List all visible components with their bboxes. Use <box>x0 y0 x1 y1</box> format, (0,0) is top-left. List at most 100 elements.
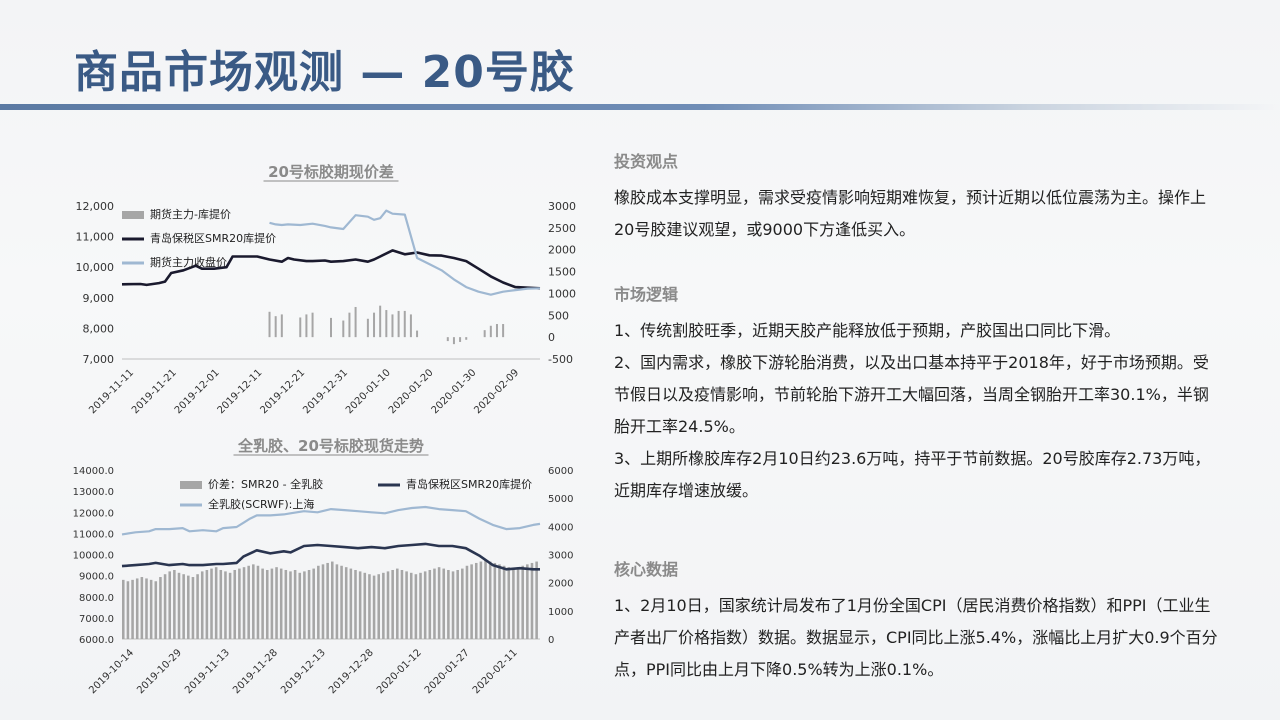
spread-bar <box>331 561 334 639</box>
right-axis-tick: 6000 <box>548 466 573 477</box>
spread-bar <box>526 564 529 639</box>
left-axis-tick: 10000.0 <box>73 551 114 562</box>
left-axis-tick: 11000.0 <box>73 529 114 540</box>
right-axis-tick: 0 <box>548 635 554 646</box>
legend-swatch <box>180 481 202 489</box>
spread-bar <box>461 568 464 639</box>
left-axis-tick: 10,000 <box>76 261 115 274</box>
x-axis-tick: 2019-11-28 <box>231 647 280 696</box>
section-paragraph: 3、上期所橡胶库存2月10日约23.6万吨，持平于节前数据。20号胶库存2.73… <box>614 449 1211 500</box>
spread-bar <box>224 571 227 639</box>
right-axis-tick: -500 <box>548 353 573 366</box>
spread-bar <box>483 330 486 338</box>
spread-bar <box>210 568 213 639</box>
right-axis-tick: 3000 <box>548 200 576 213</box>
spread-bar <box>312 568 315 639</box>
spread-bar <box>344 567 348 639</box>
spread-bar <box>335 564 339 639</box>
spread-bar <box>149 579 153 639</box>
spread-bar <box>446 337 449 342</box>
spread-bar <box>182 574 185 639</box>
left-axis-tick: 8000.0 <box>79 593 114 604</box>
spread-bar <box>252 564 255 639</box>
spread-bar <box>205 569 209 639</box>
spread-bar <box>433 568 436 639</box>
series-line <box>121 249 541 290</box>
section-investment-view: 投资观点 橡胶成本支撑明显，需求受疫情影响短期难恢复，预计近期以低位震荡为主。操… <box>614 148 1224 246</box>
x-axis-tick: 2019-11-21 <box>130 367 179 416</box>
spread-bar <box>535 561 538 639</box>
right-axis-tick: 3000 <box>548 551 573 562</box>
spread-bar <box>377 574 380 639</box>
spread-bar <box>122 579 125 639</box>
spread-bar <box>191 577 195 639</box>
spread-bar <box>275 567 278 639</box>
right-axis-tick: 1000 <box>548 287 576 300</box>
x-axis-tick: 2019-12-21 <box>258 367 307 416</box>
x-axis-tick: 2019-11-13 <box>183 647 232 696</box>
section-paragraph: 2、国内需求，橡胶下游轮胎消费，以及出口基本持平于2018年，好于市场预期。受节… <box>614 353 1209 436</box>
spread-bar <box>256 565 260 639</box>
spread-chart: 20号标胶期现价差 12,000 11,000 10,000 9,000 8,000 7,0… <box>76 163 577 416</box>
spread-bar <box>373 312 376 338</box>
spread-bar <box>238 568 241 639</box>
spread-bar <box>470 564 473 639</box>
spread-bar <box>516 567 520 639</box>
spread-bar <box>280 314 283 338</box>
left-axis-tick: 7000.0 <box>79 614 114 625</box>
legend-label: 期货主力收盘价 <box>150 255 227 269</box>
spread-bar <box>279 568 283 639</box>
left-axis-tick: 6000.0 <box>79 635 114 646</box>
spread-bar <box>270 568 274 639</box>
spread-bar <box>484 560 487 639</box>
right-axis-tick: 1500 <box>548 266 576 279</box>
spread-bar <box>298 572 302 639</box>
left-axis-tick: 13000.0 <box>73 487 114 498</box>
left-axis-tick: 9000.0 <box>79 572 114 583</box>
spread-bar <box>358 571 362 639</box>
spread-bar <box>414 574 418 639</box>
section-heading: 核心数据 <box>614 560 679 579</box>
spread-bar <box>379 305 382 338</box>
spread-bar <box>219 569 223 639</box>
spread-bar <box>177 572 181 639</box>
x-axis-tick: 2019-12-31 <box>301 367 350 416</box>
x-axis-tick: 2020-02-11 <box>471 647 520 696</box>
spread-bar <box>495 324 498 338</box>
spread-bar <box>145 578 148 639</box>
spread-bar <box>530 562 534 639</box>
spread-bar <box>474 562 478 639</box>
spread-bar <box>305 314 308 338</box>
spread-bar <box>317 565 320 639</box>
x-axis-tick: 2019-12-01 <box>173 367 222 416</box>
spread-bar <box>354 306 357 338</box>
spread-bar <box>154 581 158 639</box>
chart-title: 20号标胶期现价差 <box>268 163 394 181</box>
right-axis-tick: 5000 <box>548 494 573 505</box>
spread-bar <box>274 316 277 338</box>
spread-bar <box>140 577 144 639</box>
spread-bar <box>409 314 412 338</box>
right-axis-tick: 4000 <box>548 522 573 533</box>
spread-bar <box>200 571 204 639</box>
spread-bar <box>488 561 492 639</box>
section-heading: 投资观点 <box>614 152 679 171</box>
spread-bar <box>409 572 413 639</box>
spread-bar <box>489 325 492 338</box>
spread-bar <box>268 311 271 338</box>
legend-label: 价差：SMR20 - 全乳胶 <box>208 477 323 491</box>
chart-title: 全乳胶、20号标胶现货走势 <box>237 437 424 455</box>
x-axis-tick: 2020-01-20 <box>387 367 436 416</box>
spread-bar <box>465 565 469 639</box>
spread-bar <box>340 565 343 639</box>
spread-bar <box>521 565 524 639</box>
page-title: 商品市场观测 — 20号胶 <box>74 47 575 98</box>
spread-bar <box>366 318 369 338</box>
spread-bar <box>419 572 422 639</box>
spread-bar <box>349 568 353 639</box>
x-axis-tick: 2020-02-09 <box>472 367 521 416</box>
left-axis-tick: 11,000 <box>76 231 115 244</box>
right-axis-tick: 0 <box>548 331 555 344</box>
legend-label: 全乳胶(SCRWF):上海 <box>208 497 314 511</box>
section-paragraph: 1、2月10日，国家统计局发布了1月份全国CPI（居民消费价格指数）和PPI（工… <box>614 596 1218 679</box>
